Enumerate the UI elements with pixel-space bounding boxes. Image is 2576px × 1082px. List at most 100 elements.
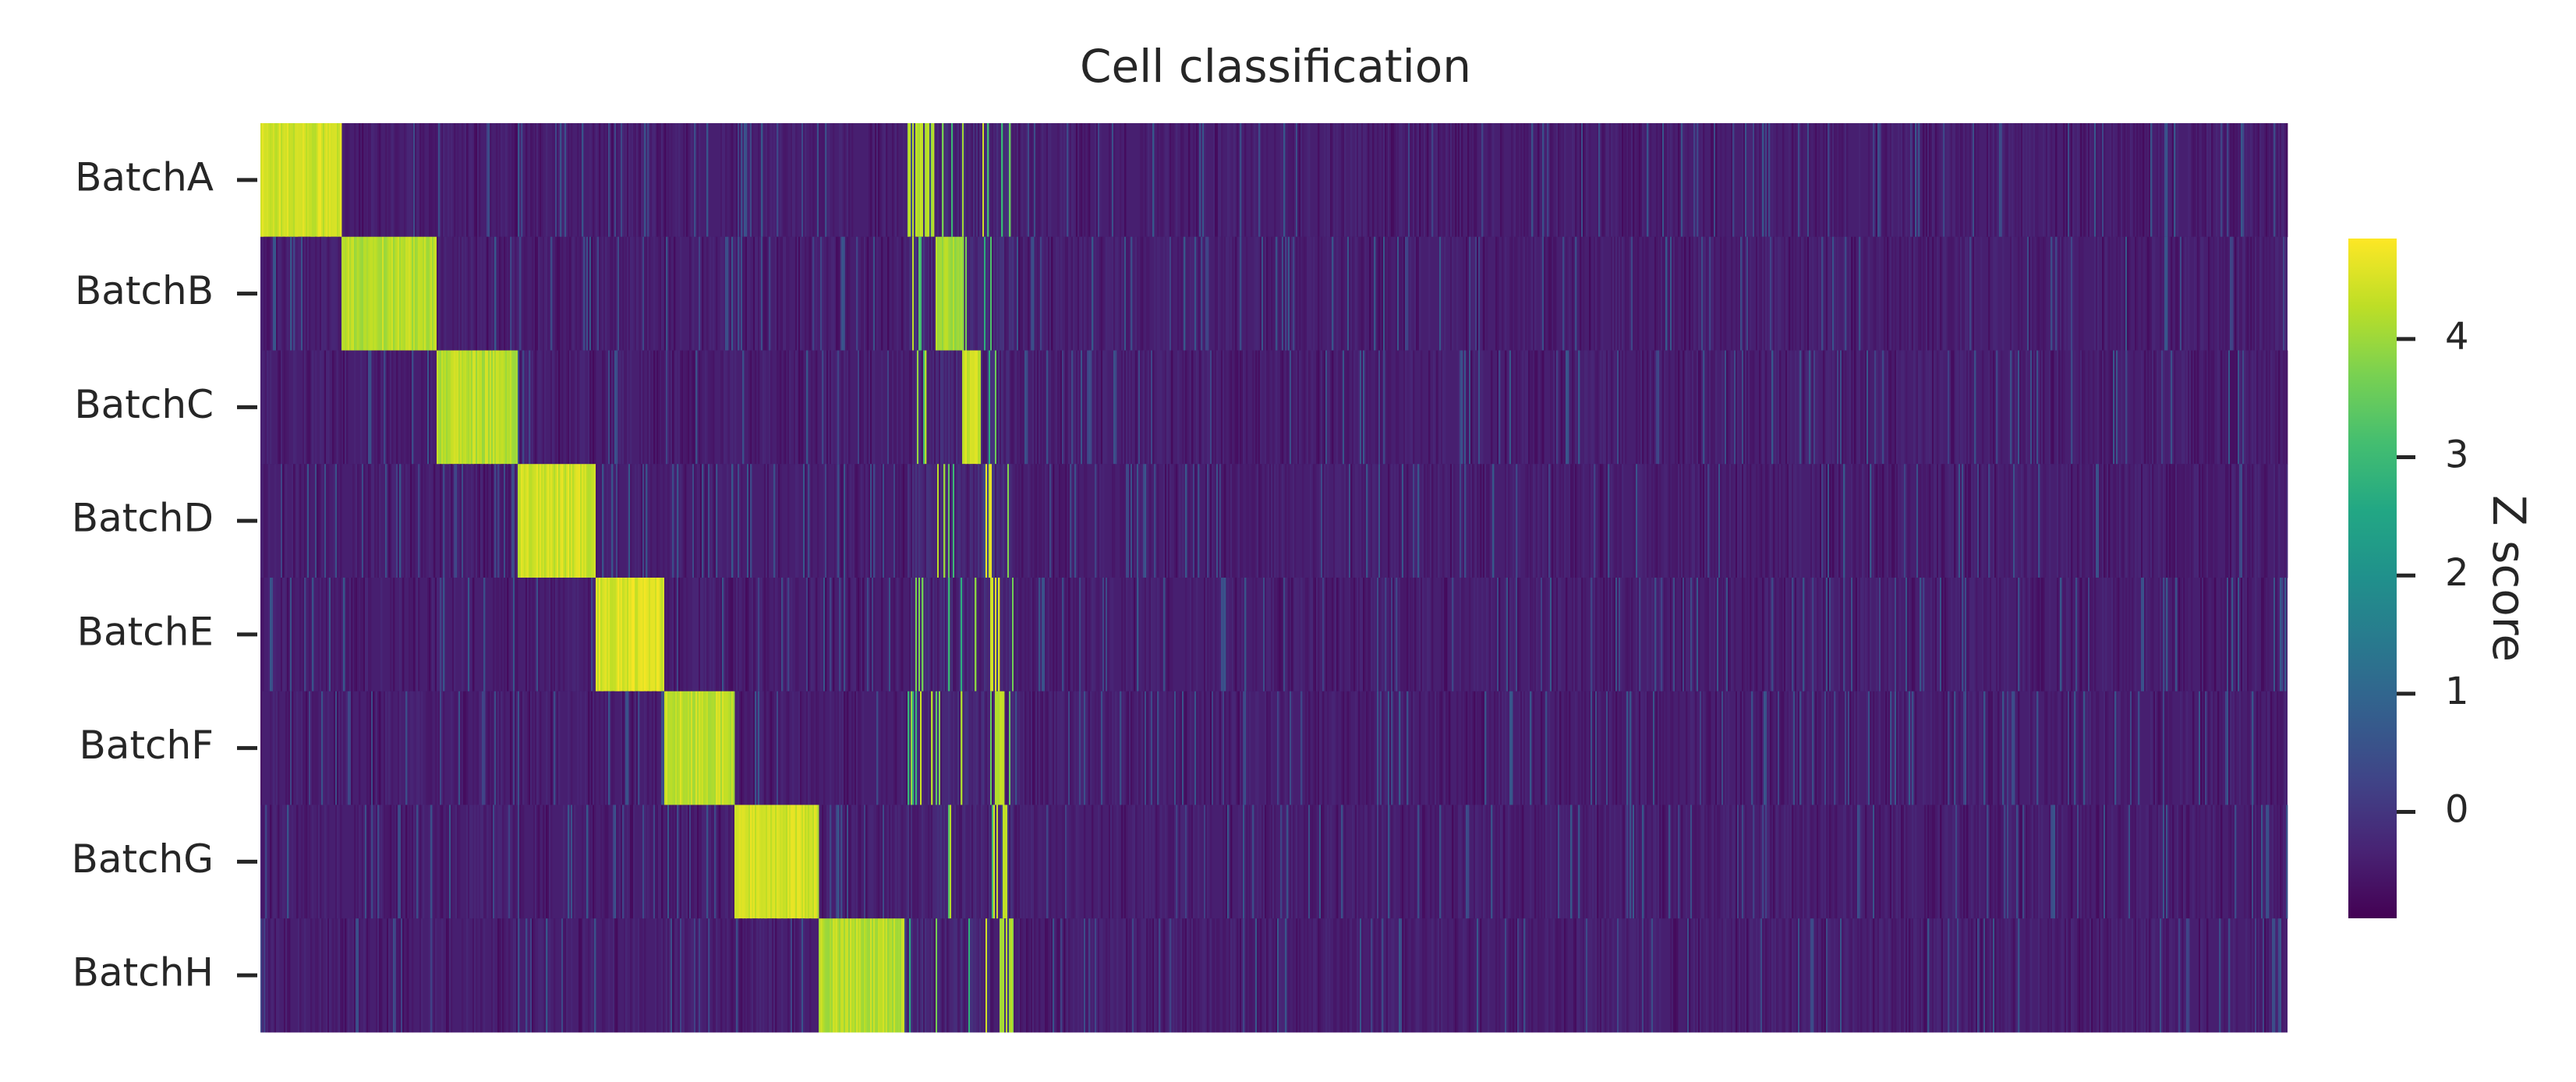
heatmap-cell <box>1678 350 1680 465</box>
heatmap-cell <box>920 236 922 351</box>
heatmap-cell <box>1930 123 1933 238</box>
heatmap-cell <box>1338 578 1340 692</box>
heatmap-cell <box>293 578 295 692</box>
heatmap-cell <box>1394 691 1396 805</box>
heatmap-cell <box>1193 123 1195 238</box>
heatmap-cell <box>270 350 272 465</box>
heatmap-cell <box>1520 236 1523 351</box>
heatmap-cell <box>471 804 473 919</box>
heatmap-cell <box>1965 464 1967 578</box>
heatmap-cell <box>351 236 353 351</box>
heatmap-cell <box>1065 578 1067 692</box>
heatmap-cell <box>1325 578 1328 692</box>
heatmap-cell <box>791 123 793 238</box>
heatmap-cell <box>1525 464 1527 578</box>
heatmap-cell <box>1974 464 1976 578</box>
heatmap-cell <box>320 804 322 919</box>
heatmap-cell <box>859 804 862 919</box>
heatmap-cell <box>859 691 862 805</box>
heatmap-cell <box>423 236 425 351</box>
heatmap-cell <box>641 464 643 578</box>
heatmap-cell <box>1541 691 1543 805</box>
heatmap-cell <box>1785 236 1788 351</box>
heatmap-cell <box>515 236 517 351</box>
heatmap-cell <box>1987 123 1989 238</box>
heatmap-cell <box>2199 464 2201 578</box>
heatmap-cell <box>460 691 462 805</box>
heatmap-cell <box>1152 123 1155 238</box>
heatmap-cell <box>971 804 974 919</box>
heatmap-cell <box>1009 691 1011 805</box>
heatmap-cell <box>1006 804 1008 919</box>
heatmap-cell <box>731 691 734 805</box>
heatmap-cell <box>842 350 844 465</box>
heatmap-cell <box>922 236 924 351</box>
heatmap-cell <box>577 123 579 238</box>
heatmap-cell <box>865 804 868 919</box>
heatmap-cell <box>1266 236 1269 351</box>
heatmap-cell <box>869 464 871 578</box>
heatmap-cell <box>370 350 372 465</box>
heatmap-cell <box>2236 350 2238 465</box>
heatmap-cell <box>1017 578 1019 692</box>
heatmap-cell <box>1695 691 1697 805</box>
heatmap-cell <box>758 236 760 351</box>
heatmap-cell <box>622 236 625 351</box>
heatmap-cell <box>2153 236 2156 351</box>
heatmap-cell <box>1937 350 1939 465</box>
heatmap-cell <box>741 804 743 919</box>
heatmap-cell <box>625 123 628 238</box>
heatmap-cell <box>713 578 715 692</box>
heatmap-cell <box>290 578 292 692</box>
heatmap-cell <box>1232 464 1234 578</box>
heatmap-cell <box>890 350 893 465</box>
heatmap-cell <box>379 691 381 805</box>
heatmap-cell <box>586 464 589 578</box>
heatmap-cell <box>1566 691 1568 805</box>
heatmap-cell <box>2181 350 2184 465</box>
heatmap-cell <box>287 350 289 465</box>
heatmap-cell <box>1743 123 1746 238</box>
heatmap-cell <box>1254 236 1256 351</box>
heatmap-cell <box>2080 578 2082 692</box>
heatmap-cell <box>1723 691 1725 805</box>
heatmap-cell <box>440 350 442 465</box>
heatmap-cell <box>1562 350 1565 465</box>
heatmap-cell <box>377 464 380 578</box>
heatmap-cell <box>1321 464 1323 578</box>
heatmap-cell <box>1701 691 1704 805</box>
heatmap-cell <box>650 804 653 919</box>
heatmap-cell <box>327 236 330 351</box>
heatmap-cell <box>1343 691 1345 805</box>
heatmap-cell <box>653 578 656 692</box>
heatmap-cell <box>544 350 547 465</box>
heatmap-cell <box>1141 691 1144 805</box>
heatmap-cell <box>1251 123 1253 238</box>
heatmap-cell <box>1347 350 1350 465</box>
heatmap-cell <box>1180 123 1183 238</box>
heatmap-cell <box>2054 691 2056 805</box>
heatmap-cell <box>1996 236 1998 351</box>
heatmap-cell <box>1564 464 1566 578</box>
heatmap-cell <box>2214 464 2217 578</box>
heatmap-cell <box>591 350 593 465</box>
heatmap-cell <box>1653 691 1655 805</box>
heatmap-cell <box>678 691 681 805</box>
heatmap-cell <box>1916 123 1919 238</box>
heatmap-cell <box>1123 464 1125 578</box>
heatmap-cell <box>444 350 447 465</box>
heatmap-cell <box>1096 350 1099 465</box>
heatmap-cell <box>742 236 745 351</box>
heatmap-cell <box>2255 350 2257 465</box>
heatmap-cell <box>1059 464 1061 578</box>
heatmap-cell <box>1898 123 1900 238</box>
heatmap-cell <box>1400 123 1403 238</box>
heatmap-cell <box>1795 578 1797 692</box>
heatmap-cell <box>2128 464 2131 578</box>
heatmap-cell <box>1760 691 1763 805</box>
heatmap-cell <box>550 464 553 578</box>
heatmap-cell <box>1469 691 1471 805</box>
heatmap-cell <box>1912 578 1914 692</box>
heatmap-cell <box>1268 464 1270 578</box>
heatmap-cell <box>1165 464 1167 578</box>
